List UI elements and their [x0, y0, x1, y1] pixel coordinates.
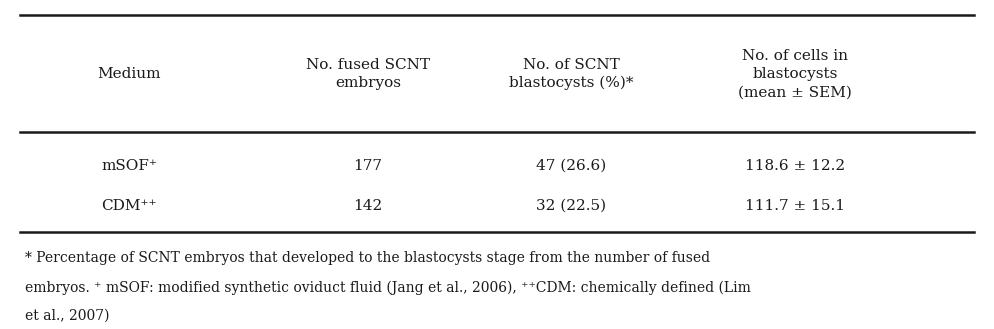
Text: No. of SCNT
blastocysts (%)*: No. of SCNT blastocysts (%)*: [509, 58, 634, 90]
Text: 47 (26.6): 47 (26.6): [537, 159, 606, 173]
Text: 177: 177: [353, 159, 383, 173]
Text: mSOF⁺: mSOF⁺: [101, 159, 157, 173]
Text: No. of cells in
blastocysts
(mean ± SEM): No. of cells in blastocysts (mean ± SEM): [739, 49, 852, 99]
Text: 111.7 ± 15.1: 111.7 ± 15.1: [746, 199, 845, 213]
Text: et al., 2007): et al., 2007): [25, 309, 109, 323]
Text: 32 (22.5): 32 (22.5): [537, 199, 606, 213]
Text: No. fused SCNT
embryos: No. fused SCNT embryos: [306, 58, 429, 90]
Text: * Percentage of SCNT embryos that developed to the blastocysts stage from the nu: * Percentage of SCNT embryos that develo…: [25, 251, 710, 265]
Text: Medium: Medium: [97, 67, 161, 81]
Text: 118.6 ± 12.2: 118.6 ± 12.2: [746, 159, 845, 173]
Text: embryos. ⁺ mSOF: modified synthetic oviduct fluid (Jang et al., 2006), ⁺⁺CDM: ch: embryos. ⁺ mSOF: modified synthetic ovid…: [25, 281, 750, 295]
Text: CDM⁺⁺: CDM⁺⁺: [101, 199, 157, 213]
Text: 142: 142: [353, 199, 383, 213]
